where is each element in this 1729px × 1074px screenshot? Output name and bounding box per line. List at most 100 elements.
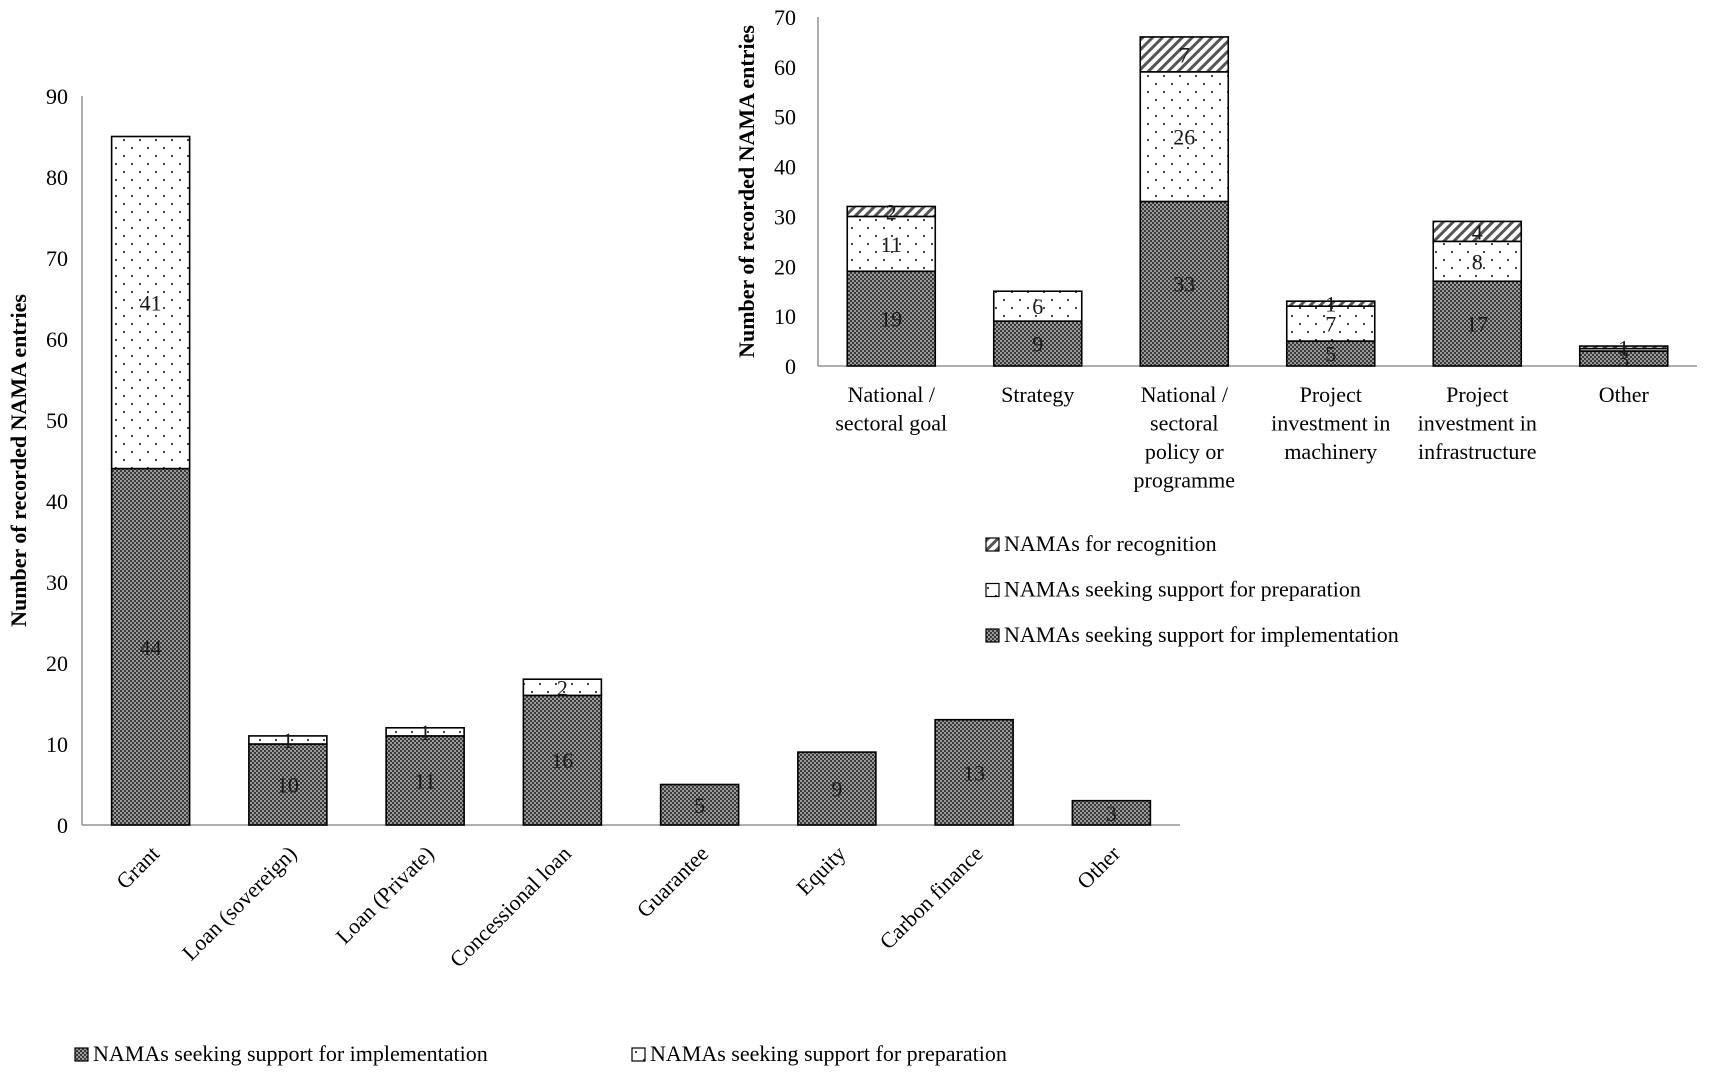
x-tick-label: Guarantee xyxy=(632,841,714,923)
data-label: 1 xyxy=(1618,335,1629,360)
data-label: 19 xyxy=(880,307,902,332)
bar-implementation xyxy=(1432,280,1523,367)
bar-implementation xyxy=(1285,340,1376,367)
x-tick-label: National / xyxy=(1141,382,1229,407)
data-label: 1 xyxy=(420,720,431,745)
x-tick-label: Equity xyxy=(791,841,850,900)
y-tick-label: 80 xyxy=(46,165,68,190)
bar-preparation xyxy=(248,735,328,745)
y-tick-label: 0 xyxy=(57,813,68,838)
x-tick-label: Strategy xyxy=(1001,382,1074,407)
x-tick-label: infrastructure xyxy=(1418,439,1537,464)
y-tick-label: 40 xyxy=(46,489,68,514)
data-label: 9 xyxy=(1032,332,1043,357)
bar-implementation xyxy=(797,751,877,826)
bar-implementation xyxy=(385,735,465,826)
data-label: 1 xyxy=(282,728,293,753)
legend-label: NAMAs seeking support for preparation xyxy=(650,1041,1007,1066)
x-tick-label: programme xyxy=(1134,468,1235,493)
bar-preparation xyxy=(110,135,191,470)
legend-label: NAMAs for recognition xyxy=(1004,531,1217,556)
bar-recognition xyxy=(1432,220,1523,243)
legend-swatch-preparation xyxy=(985,582,1000,598)
x-tick-label: Carbon finance xyxy=(875,841,988,954)
data-label: 41 xyxy=(140,291,162,316)
y-tick-label: 10 xyxy=(774,304,796,329)
data-label: 17 xyxy=(1466,312,1488,337)
data-label: 44 xyxy=(140,635,162,660)
y-tick-label: 60 xyxy=(46,327,68,352)
y-tick-label: 0 xyxy=(785,354,796,379)
data-label: 11 xyxy=(881,232,902,257)
x-tick-label: Loan (sovereign) xyxy=(177,841,301,965)
y-tick-label: 90 xyxy=(46,84,68,109)
y-tick-label: 40 xyxy=(774,155,796,180)
data-label: 3 xyxy=(1106,801,1117,826)
y-tick-label: 70 xyxy=(774,5,796,30)
data-label: 3 xyxy=(1618,347,1629,372)
legend-swatch-implementation xyxy=(74,1047,89,1062)
data-label: 7 xyxy=(1179,42,1190,67)
legend-label: NAMAs seeking support for implementation xyxy=(93,1041,488,1066)
data-label: 10 xyxy=(277,773,299,798)
data-label: 2 xyxy=(886,199,897,224)
y-axis-title: Number of recorded NAMA entries xyxy=(734,25,759,358)
bar-preparation xyxy=(1432,240,1523,283)
bar-recognition xyxy=(1285,300,1376,307)
bar-implementation xyxy=(992,320,1083,367)
bar-preparation xyxy=(385,726,465,737)
data-label: 4 xyxy=(1472,219,1483,244)
bar-implementation xyxy=(1071,799,1152,826)
data-label: 8 xyxy=(1472,249,1483,274)
data-label: 5 xyxy=(1325,342,1336,367)
legend: NAMAs seeking support for implementation… xyxy=(74,1041,1007,1066)
x-tick-label: sectoral xyxy=(1150,411,1218,436)
data-label: 13 xyxy=(963,760,985,785)
y-tick-label: 30 xyxy=(774,204,796,229)
data-label: 11 xyxy=(415,768,436,793)
bar-preparation xyxy=(1139,71,1230,203)
data-label: 16 xyxy=(551,748,573,773)
y-tick-label: 10 xyxy=(46,732,68,757)
legend-swatch-implementation xyxy=(985,628,1000,643)
y-tick-label: 60 xyxy=(774,55,796,80)
data-label: 6 xyxy=(1032,294,1043,319)
y-axis-title: Number of recorded NAMA entries xyxy=(6,294,31,627)
x-tick-label: National / xyxy=(848,382,936,407)
y-tick-label: 20 xyxy=(774,254,796,279)
y-tick-label: 50 xyxy=(46,408,68,433)
legend-label: NAMAs seeking support for implementation xyxy=(1004,622,1399,647)
legend: NAMAs for recognition NAMAs seeking suppo… xyxy=(985,531,1399,647)
y-tick-label: 20 xyxy=(46,651,68,676)
data-label: 5 xyxy=(694,793,705,818)
x-tick-label: Other xyxy=(1599,382,1650,407)
x-tick-label: Project xyxy=(1446,382,1508,407)
x-tick-label: Concessional loan xyxy=(445,841,576,972)
bar-implementation xyxy=(659,783,740,826)
x-tick-label: investment in xyxy=(1418,411,1537,436)
legend-label: NAMAs seeking support for preparation xyxy=(1004,577,1361,602)
bar-preparation xyxy=(522,678,603,697)
x-tick-label: machinery xyxy=(1284,439,1377,464)
data-label: 9 xyxy=(831,777,842,802)
x-tick-label: policy or xyxy=(1145,439,1224,464)
bar-preparation xyxy=(992,290,1083,322)
bar-implementation xyxy=(934,718,1014,826)
bar-recognition xyxy=(846,205,937,218)
x-tick-label: investment in xyxy=(1271,411,1390,436)
bar-implementation xyxy=(110,467,191,826)
inset-chart: 0 10 20 30 40 50 60 70 Number of recorded NAMA e… xyxy=(734,5,1697,647)
bar-implementation xyxy=(1139,200,1230,367)
data-label: 33 xyxy=(1173,272,1195,297)
legend-swatch-recognition xyxy=(985,537,1000,552)
x-tick-label: sectoral goal xyxy=(835,411,947,436)
bar-implementation xyxy=(248,743,328,826)
bar-preparation xyxy=(1285,305,1376,342)
bar-implementation xyxy=(846,270,937,367)
y-tick-label: 70 xyxy=(46,246,68,271)
legend-swatch-preparation xyxy=(631,1047,646,1062)
data-label: 26 xyxy=(1173,125,1195,150)
data-label: 1 xyxy=(1325,292,1336,317)
